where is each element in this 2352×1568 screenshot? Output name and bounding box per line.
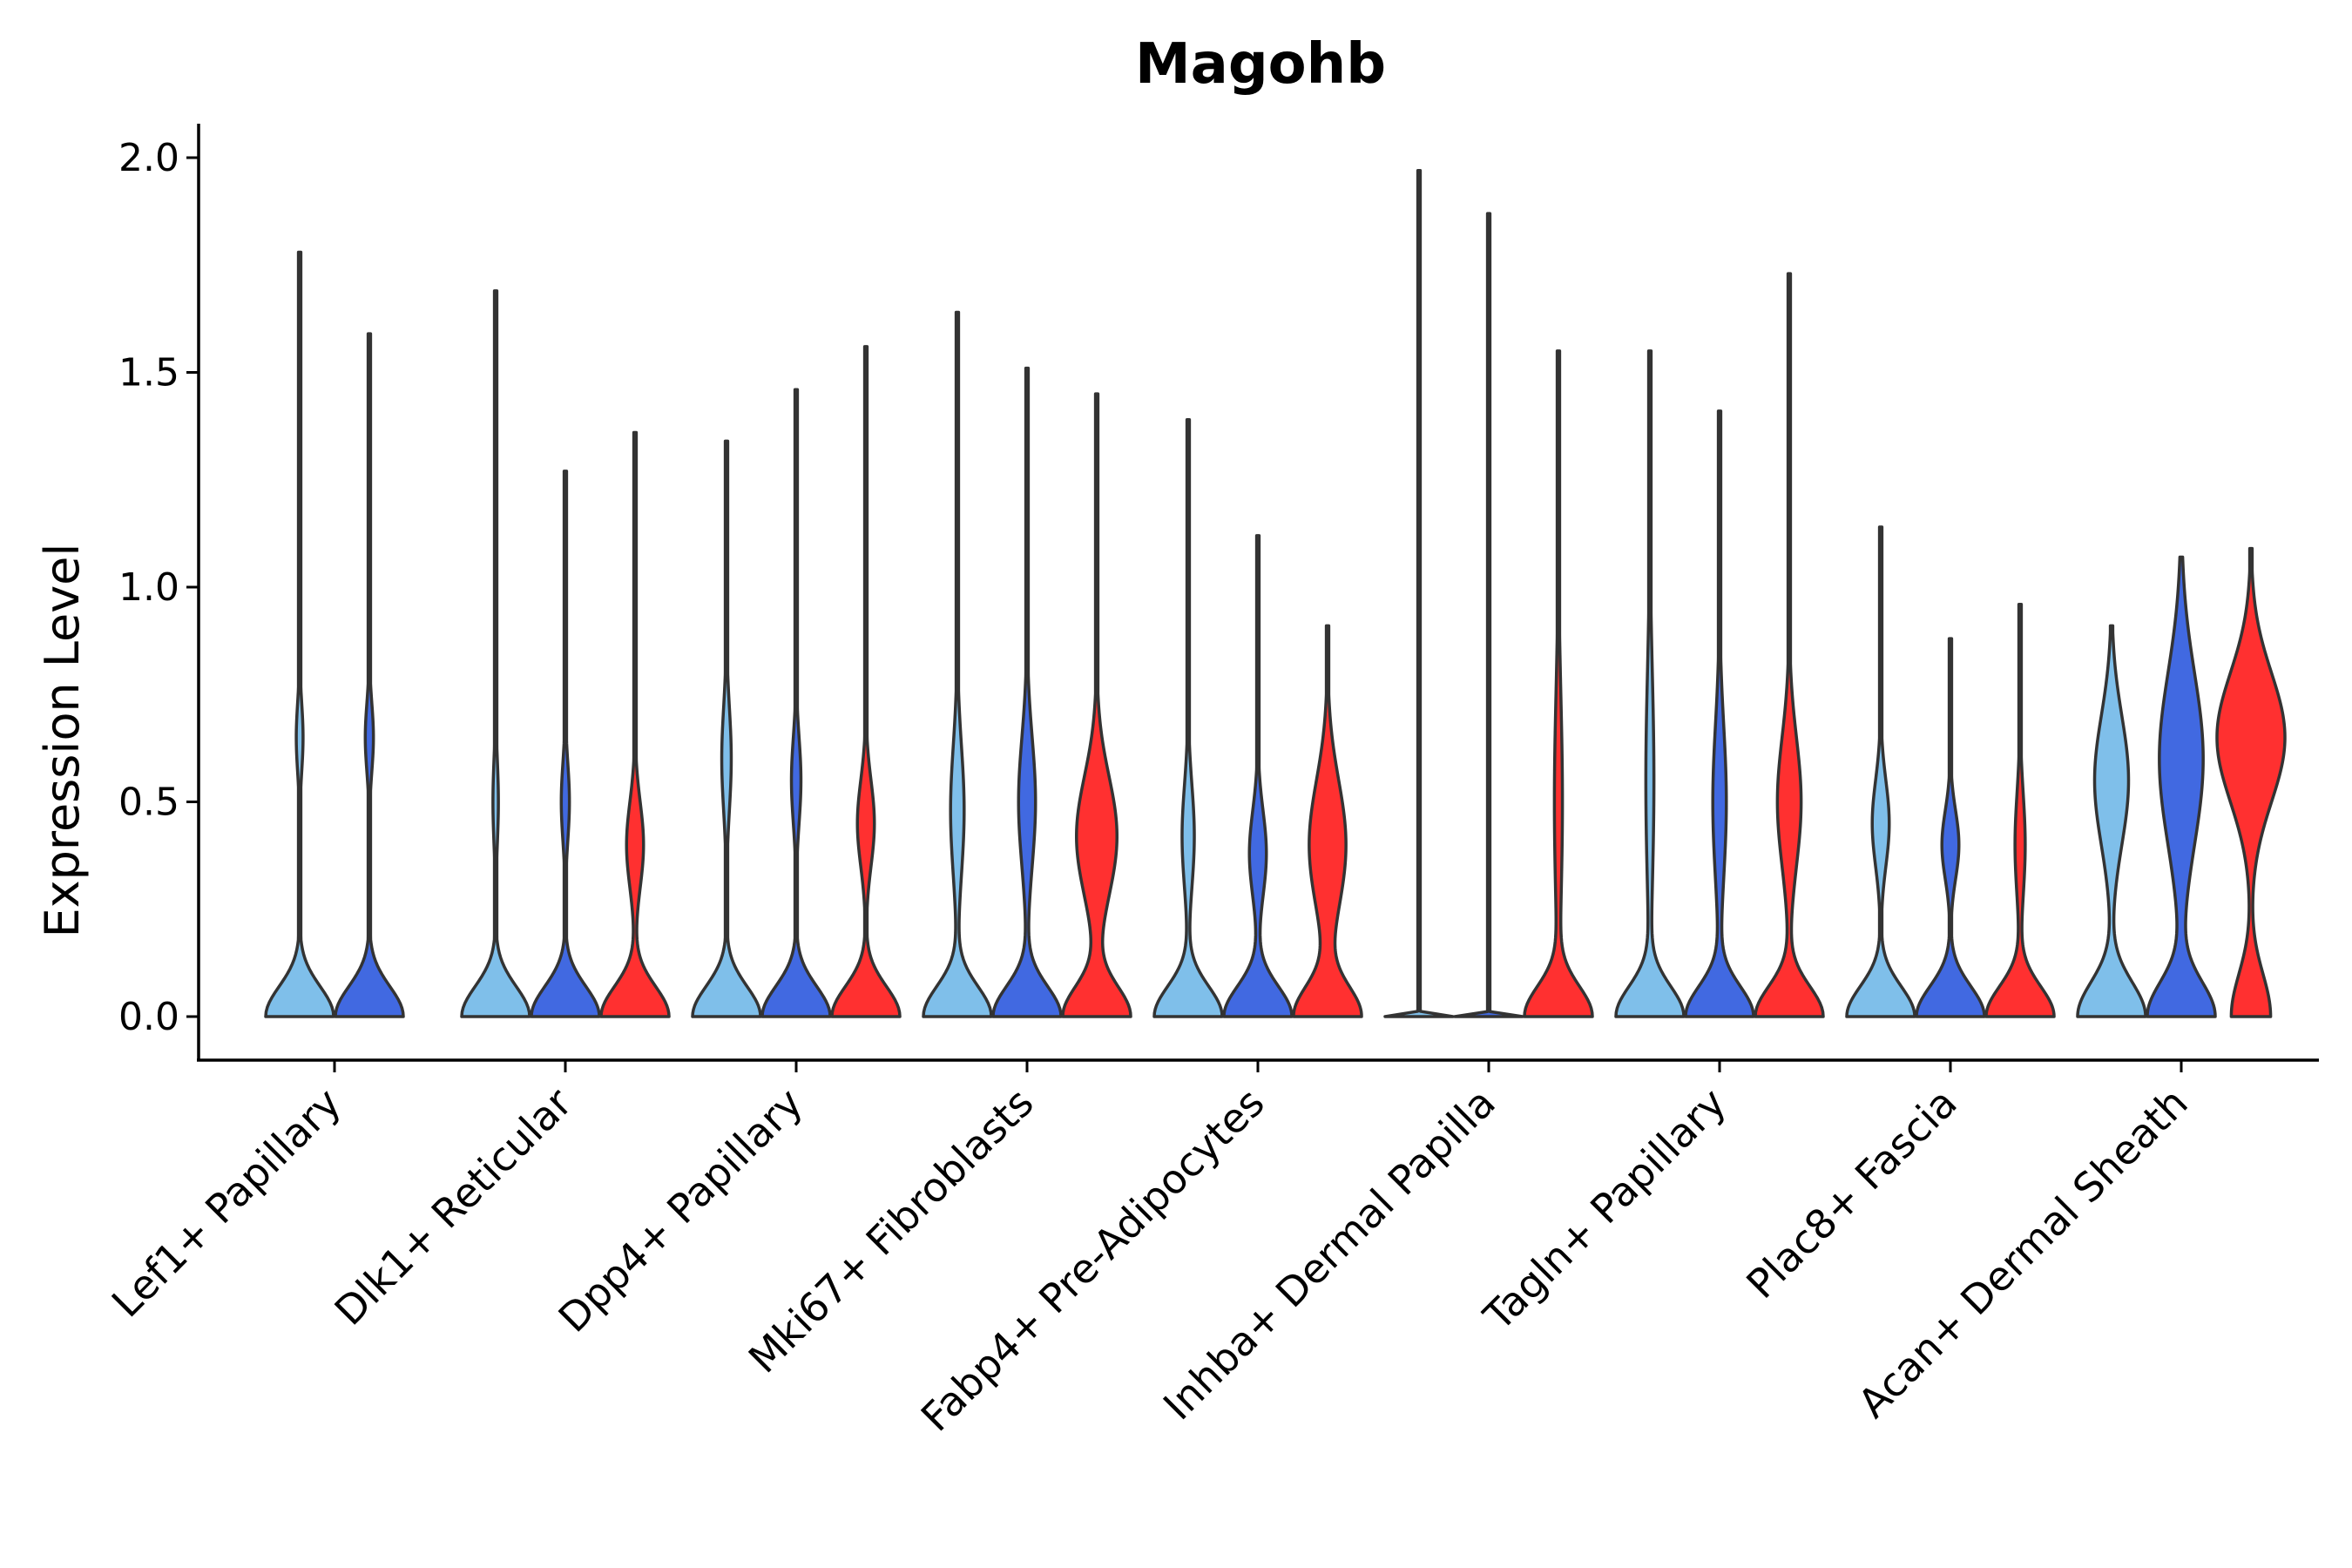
violin-5-1 — [1152, 417, 1224, 1018]
violin-2-2 — [530, 470, 601, 1018]
violin-9-2 — [2146, 555, 2217, 1018]
x-tick-label: Tagln+ Papillary — [1474, 1079, 1735, 1341]
y-tick-label: 1.5 — [118, 351, 179, 395]
y-ticks: 0.0 0.5 1.0 1.5 2.0 — [118, 136, 199, 1039]
violin-2-3 — [599, 430, 671, 1018]
violin-7-3 — [1754, 272, 1825, 1018]
violin-9-1 — [2076, 624, 2147, 1018]
violin-6-3 — [1523, 349, 1594, 1018]
y-tick-label: 0.5 — [118, 781, 179, 825]
chart-title: Magohb — [1135, 32, 1386, 97]
violin-1-1 — [264, 250, 335, 1018]
violin-8-2 — [1915, 637, 1986, 1018]
violin-4-3 — [1061, 392, 1132, 1018]
y-axis-label: Expression Level — [35, 544, 90, 938]
violin-7-2 — [1684, 409, 1755, 1018]
x-tick-label: Dlk1+ Reticular — [326, 1079, 581, 1335]
violin-4-1 — [922, 310, 993, 1018]
violin-9-3 — [2215, 546, 2287, 1018]
y-tick-label: 1.0 — [118, 565, 179, 610]
violin-7-1 — [1614, 349, 1686, 1018]
x-tick-label: Plac8+ Fascia — [1737, 1079, 1965, 1308]
violin-2-1 — [460, 289, 531, 1018]
violins-layer — [264, 169, 2287, 1018]
violin-5-3 — [1292, 624, 1363, 1018]
violin-4-2 — [991, 366, 1063, 1018]
violin-8-3 — [1984, 602, 2056, 1018]
x-tick-label: Dpp4+ Papillary — [550, 1079, 812, 1342]
violin-3-3 — [830, 345, 902, 1018]
violin-1-2 — [334, 332, 405, 1018]
x-tick-label: Lef1+ Papillary — [103, 1079, 350, 1327]
violin-8-1 — [1845, 525, 1916, 1018]
violin-6-1 — [1383, 169, 1455, 1018]
violin-5-2 — [1222, 534, 1294, 1018]
violin-6-2 — [1453, 212, 1524, 1018]
y-tick-label: 2.0 — [118, 136, 179, 180]
violin-3-1 — [691, 439, 762, 1018]
y-tick-label: 0.0 — [118, 995, 179, 1039]
violin-3-2 — [760, 388, 832, 1018]
